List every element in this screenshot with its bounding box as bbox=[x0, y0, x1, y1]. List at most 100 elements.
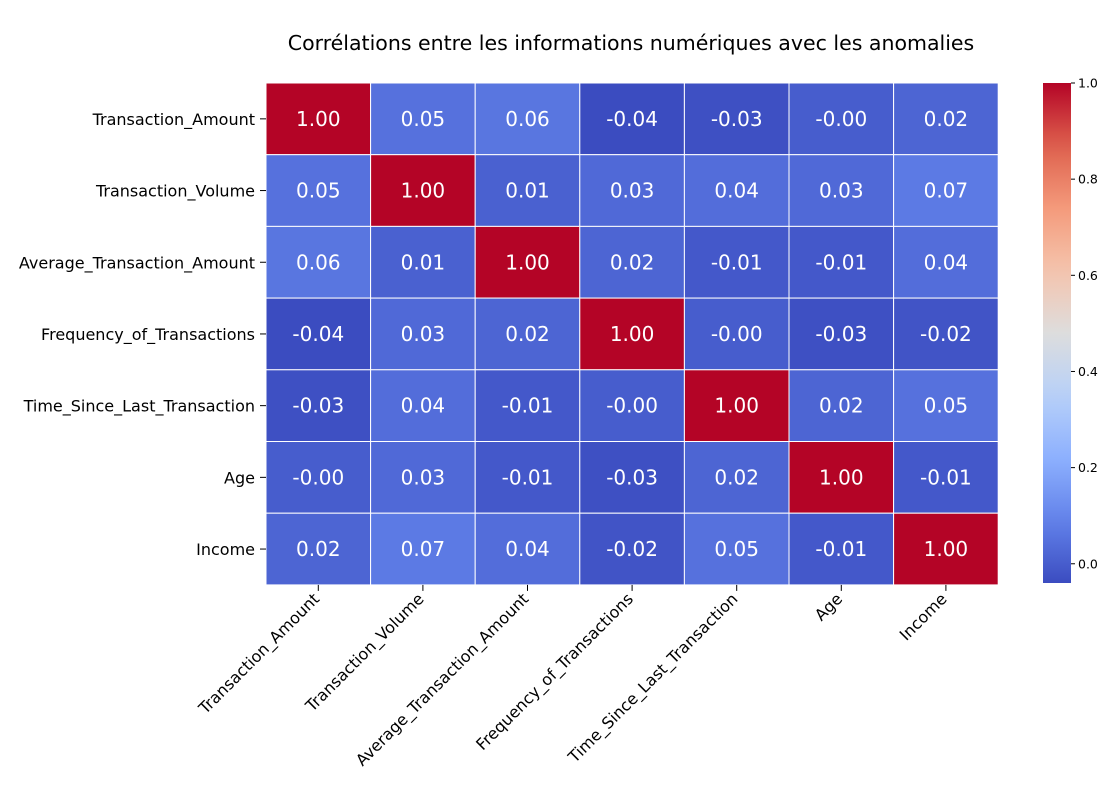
colorbar: 0.0 0.2 0.4 0.6 0.8 1.0 bbox=[1043, 76, 1098, 583]
x-tick-label: Age bbox=[811, 589, 846, 624]
heatmap-cell bbox=[474, 441, 581, 514]
colorbar-tick-label: 0.0 bbox=[1078, 556, 1098, 571]
cell-value-label: -0.01 bbox=[711, 250, 763, 274]
colorbar-tick-label: 1.0 bbox=[1078, 76, 1098, 91]
cell-value-label: -0.03 bbox=[606, 465, 658, 489]
heatmap-cells bbox=[265, 82, 999, 586]
cell-value-label: 0.02 bbox=[610, 250, 655, 274]
cell-value-label: 1.00 bbox=[505, 250, 550, 274]
cell-value-label: 0.02 bbox=[924, 107, 969, 131]
cell-value-label: -0.01 bbox=[502, 465, 554, 489]
cell-value-label: -0.04 bbox=[292, 322, 344, 346]
heatmap-cell bbox=[370, 225, 476, 299]
heatmap-cell bbox=[474, 154, 581, 227]
y-tick-label: Transaction_Amount bbox=[92, 110, 255, 130]
cell-value-label: 0.03 bbox=[819, 179, 864, 203]
cell-value-label: 0.05 bbox=[714, 537, 759, 561]
cell-value-label: 0.04 bbox=[714, 179, 759, 203]
heatmap-cell bbox=[265, 82, 372, 156]
x-tick-label: Income bbox=[896, 589, 951, 644]
cell-value-label: -0.01 bbox=[502, 394, 554, 418]
cell-value-label: 0.03 bbox=[610, 179, 655, 203]
cell-value-label: 0.04 bbox=[924, 250, 969, 274]
x-tick-label: Time_Since_Last_Transaction bbox=[564, 589, 742, 767]
colorbar-tick-label: 0.2 bbox=[1078, 460, 1098, 475]
heatmap-cell bbox=[893, 297, 999, 371]
cell-value-label: -0.02 bbox=[920, 322, 972, 346]
heatmap-cell bbox=[579, 225, 685, 299]
heatmap-cell bbox=[788, 225, 895, 299]
y-tick-label: Income bbox=[196, 540, 255, 559]
y-tick-label: Age bbox=[224, 468, 255, 487]
cell-value-label: 0.07 bbox=[924, 179, 969, 203]
cell-value-label: 0.02 bbox=[505, 322, 550, 346]
heatmap-cell bbox=[370, 82, 476, 156]
cell-value-label: -0.00 bbox=[815, 107, 867, 131]
cell-value-label: 0.05 bbox=[924, 394, 969, 418]
heatmap-cell bbox=[788, 82, 895, 156]
heatmap-cell bbox=[579, 82, 685, 156]
heatmap-cell bbox=[474, 82, 581, 156]
heatmap-cell bbox=[683, 82, 790, 156]
cell-value-label: 0.04 bbox=[401, 394, 446, 418]
heatmap-cell bbox=[893, 512, 999, 586]
y-tick-label: Time_Since_Last_Transaction bbox=[23, 397, 255, 417]
heatmap-cell bbox=[893, 441, 999, 514]
cell-value-label: -0.03 bbox=[815, 322, 867, 346]
cell-value-label: 0.02 bbox=[819, 394, 864, 418]
heatmap-cell bbox=[370, 297, 476, 371]
colorbar-tick-label: 0.8 bbox=[1078, 172, 1098, 187]
heatmap-cell bbox=[474, 225, 581, 299]
heatmap-annotations: 1.00 0.05 0.06 -0.04 -0.03 -0.00 0.02 0.05 1.00 0… bbox=[292, 107, 971, 561]
colorbar-gradient bbox=[1043, 83, 1071, 583]
colorbar-tick-label: 0.4 bbox=[1078, 364, 1098, 379]
cell-value-label: 1.00 bbox=[924, 537, 969, 561]
cell-value-label: 0.05 bbox=[401, 107, 446, 131]
cell-value-label: 0.04 bbox=[505, 537, 550, 561]
cell-value-label: 0.05 bbox=[296, 179, 341, 203]
cell-value-label: -0.02 bbox=[606, 537, 658, 561]
x-axis: Transaction_AmountTransaction_VolumeAver… bbox=[194, 584, 951, 770]
cell-value-label: -0.00 bbox=[606, 394, 658, 418]
colorbar-tick-label: 0.6 bbox=[1078, 268, 1098, 283]
heatmap-cell bbox=[683, 225, 790, 299]
heatmap-cell bbox=[474, 369, 581, 442]
heatmap-cell bbox=[683, 441, 790, 514]
cell-value-label: -0.01 bbox=[815, 537, 867, 561]
x-tick-label: Average_Transaction_Amount bbox=[352, 589, 533, 770]
cell-value-label: 0.01 bbox=[505, 179, 550, 203]
y-tick-label: Average_Transaction_Amount bbox=[19, 253, 255, 273]
cell-value-label: -0.00 bbox=[292, 465, 344, 489]
chart-title: Corrélations entre les informations numé… bbox=[288, 31, 974, 55]
cell-value-label: -0.00 bbox=[711, 322, 763, 346]
cell-value-label: 1.00 bbox=[610, 322, 655, 346]
cell-value-label: 0.03 bbox=[401, 322, 446, 346]
heatmap-cell bbox=[579, 297, 685, 371]
y-tick-label: Transaction_Volume bbox=[95, 182, 255, 202]
cell-value-label: -0.01 bbox=[815, 250, 867, 274]
cell-value-label: 0.01 bbox=[401, 250, 446, 274]
heatmap-cell bbox=[893, 154, 999, 227]
cell-value-label: -0.04 bbox=[606, 107, 658, 131]
cell-value-label: -0.03 bbox=[292, 394, 344, 418]
cell-value-label: 0.06 bbox=[505, 107, 550, 131]
heatmap-cell bbox=[683, 154, 790, 227]
cell-value-label: 1.00 bbox=[296, 107, 341, 131]
cell-value-label: -0.03 bbox=[711, 107, 763, 131]
cell-value-label: 0.06 bbox=[296, 250, 341, 274]
cell-value-label: 0.02 bbox=[296, 537, 341, 561]
heatmap-cell bbox=[683, 512, 790, 586]
heatmap-cell bbox=[788, 297, 895, 371]
heatmap-cell bbox=[265, 297, 372, 371]
heatmap-cell bbox=[265, 369, 372, 442]
cell-value-label: 1.00 bbox=[401, 179, 446, 203]
y-tick-label: Frequency_of_Transactions bbox=[41, 325, 255, 345]
heatmap-cell bbox=[265, 441, 372, 514]
heatmap-cell bbox=[579, 512, 685, 586]
cell-value-label: 0.03 bbox=[401, 465, 446, 489]
cell-value-label: 1.00 bbox=[819, 465, 864, 489]
y-axis: Transaction_Amount Transaction_Volume Aver… bbox=[19, 110, 266, 559]
cell-value-label: 0.07 bbox=[401, 537, 446, 561]
heatmap-cell bbox=[788, 512, 895, 586]
